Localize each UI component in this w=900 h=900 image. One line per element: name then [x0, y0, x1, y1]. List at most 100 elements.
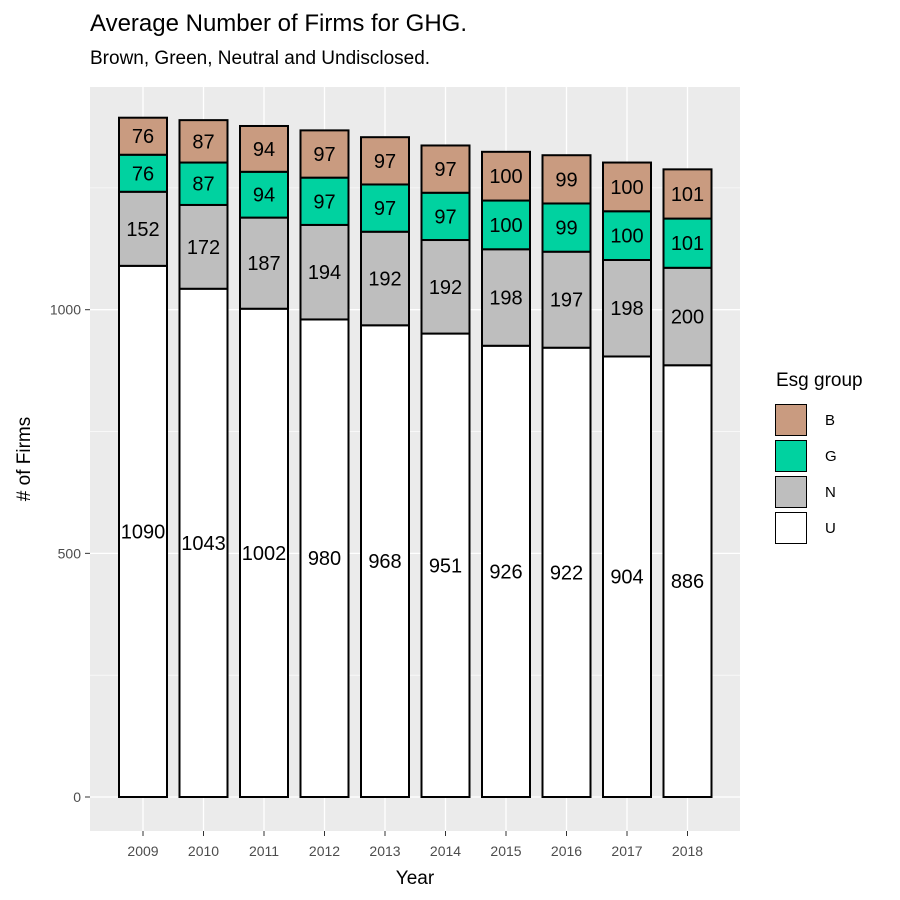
data-label: 192: [429, 277, 462, 299]
bar-segment-g: [541, 202, 592, 253]
legend-key: [775, 476, 807, 508]
y-tick-label: 1000: [50, 302, 81, 318]
data-label: 152: [126, 219, 159, 241]
bar-segment-u: [299, 318, 350, 798]
data-label: 172: [187, 237, 220, 259]
bar-segment-g: [299, 176, 350, 226]
bar-segment-u: [360, 324, 410, 798]
bar-segment-u: [541, 346, 592, 798]
data-label: 97: [313, 191, 335, 213]
data-label: 187: [247, 253, 280, 275]
legend-label: G: [825, 448, 837, 465]
bar-segment-n: [239, 216, 289, 310]
bar-segment-b: [239, 124, 289, 173]
bar-segment-u: [420, 332, 471, 798]
bar-segment-u: [662, 364, 713, 798]
data-label: 1043: [181, 533, 226, 555]
x-tick-label: 2013: [369, 843, 400, 859]
bar-segment-n: [360, 230, 410, 327]
x-axis-title: Year: [396, 868, 435, 889]
bar-segment-n: [481, 248, 531, 347]
bar-segment-g: [118, 153, 168, 193]
bar-segment-g: [420, 191, 471, 242]
data-label: 904: [610, 567, 643, 589]
data-label: 97: [434, 159, 456, 181]
data-label: 922: [550, 562, 583, 584]
data-label: 97: [374, 198, 396, 220]
legend-item-b: B: [775, 404, 885, 438]
data-label: 194: [308, 262, 341, 284]
data-label: 99: [555, 218, 577, 240]
y-tick-label: 0: [73, 789, 81, 805]
legend-item-n: N: [775, 476, 885, 510]
bar-segment-u: [239, 307, 289, 798]
bar-segment-b: [420, 144, 471, 194]
legend-item-g: G: [775, 440, 885, 474]
bar-segment-b: [602, 161, 652, 213]
data-label: 101: [671, 233, 704, 255]
bar-segment-n: [662, 266, 713, 367]
data-label: 1002: [242, 543, 287, 565]
legend-key: [775, 512, 807, 544]
bar-segment-n: [299, 223, 350, 321]
x-tick-label: 2012: [309, 843, 340, 859]
bar-segment-b: [662, 168, 713, 220]
bar-segment-g: [178, 161, 229, 206]
data-label: 97: [313, 144, 335, 166]
legend-label: B: [825, 412, 836, 429]
x-tick-label: 2009: [127, 843, 158, 859]
x-tick-label: 2014: [430, 843, 461, 859]
data-label: 100: [610, 226, 643, 248]
data-label: 76: [132, 126, 154, 148]
bar-segment-u: [602, 355, 652, 798]
data-label: 99: [555, 169, 577, 191]
legend-label: U: [825, 520, 836, 537]
data-label: 192: [368, 269, 401, 291]
bar-segment-g: [602, 210, 652, 261]
x-tick-label: 2017: [611, 843, 642, 859]
bar-segment-b: [118, 116, 168, 156]
bar-segment-b: [481, 150, 531, 202]
y-tick-label: 500: [58, 545, 82, 561]
bar-segment-b: [178, 119, 229, 164]
data-label: 97: [374, 151, 396, 173]
data-label: 980: [308, 548, 341, 570]
bar-segment-b: [541, 154, 592, 205]
bar-segment-b: [299, 129, 350, 179]
bar-segment-n: [541, 250, 592, 349]
legend-key: [775, 440, 807, 472]
data-label: 1090: [121, 521, 166, 543]
data-label: 94: [253, 185, 275, 207]
data-label: 100: [489, 166, 522, 188]
data-label: 197: [550, 290, 583, 312]
x-tick-label: 2011: [249, 843, 279, 859]
data-label: 200: [671, 307, 704, 329]
data-label: 76: [132, 163, 154, 185]
data-label: 94: [253, 139, 275, 161]
data-label: 951: [429, 555, 462, 577]
data-label: 97: [434, 206, 456, 228]
legend-key: [775, 404, 807, 436]
data-label: 926: [489, 561, 522, 583]
data-label: 968: [368, 551, 401, 573]
data-label: 100: [489, 215, 522, 237]
bar-segment-n: [178, 203, 229, 290]
data-label: 101: [671, 184, 704, 206]
x-tick-label: 2018: [672, 843, 703, 859]
chart-title: Average Number of Firms for GHG.: [90, 10, 467, 37]
data-label: 886: [671, 571, 704, 593]
bar-segment-n: [602, 258, 652, 358]
x-tick-label: 2010: [188, 843, 219, 859]
bar-segment-u: [118, 264, 168, 798]
chart-subtitle: Brown, Green, Neutral and Undisclosed.: [90, 48, 431, 69]
legend-label: N: [825, 484, 836, 501]
data-label: 87: [192, 131, 214, 153]
data-label: 198: [489, 288, 522, 310]
x-tick-label: 2016: [551, 843, 582, 859]
legend-item-u: U: [775, 512, 885, 546]
data-label: 100: [610, 177, 643, 199]
bar-segment-b: [360, 136, 410, 186]
bar-segment-u: [178, 287, 229, 798]
